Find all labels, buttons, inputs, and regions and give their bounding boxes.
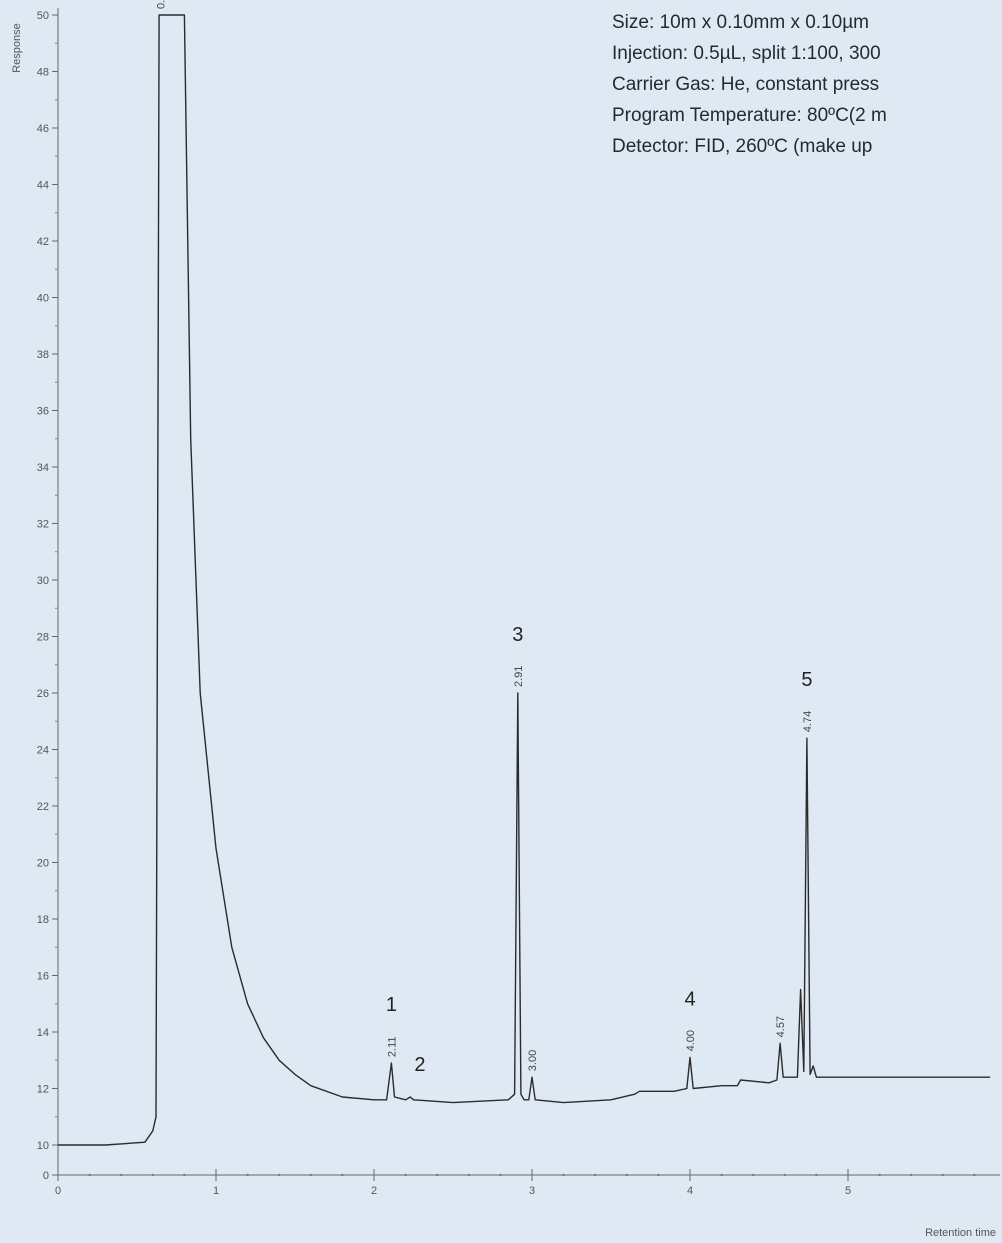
condition-size: Size: 10m x 0.10mm x 0.10µm (612, 12, 869, 33)
peak-number: 5 (801, 669, 812, 691)
x-minor-tick (973, 1173, 976, 1177)
x-tick-label: 5 (845, 1185, 851, 1197)
y-tick-label: 48 (37, 67, 49, 79)
peak-number: 4 (684, 988, 695, 1010)
x-minor-tick (625, 1173, 628, 1177)
peak-rt-label: 4.74 (802, 711, 814, 732)
peak-rt-label: 4.00 (685, 1030, 697, 1051)
x-minor-tick (120, 1173, 123, 1177)
y-tick-label: 38 (37, 349, 49, 361)
peak-number: 3 (512, 624, 523, 646)
y-tick-label: 0 (43, 1170, 49, 1182)
x-minor-tick (404, 1173, 407, 1177)
y-tick-label: 24 (37, 745, 49, 757)
y-tick-label: 12 (37, 1084, 49, 1096)
y-tick-label: 42 (37, 236, 49, 248)
peak-rt-label: 3.00 (527, 1050, 539, 1071)
peak-rt-label: 4.57 (775, 1016, 787, 1037)
y-axis-title: Response (11, 23, 23, 73)
x-minor-tick (341, 1173, 344, 1177)
y-tick-label: 50 (37, 10, 49, 22)
x-axis-title: Retention time (925, 1227, 996, 1239)
y-tick-label: 46 (37, 123, 49, 135)
y-tick-label: 16 (37, 971, 49, 983)
x-tick-label: 0 (55, 1185, 61, 1197)
y-tick-label: 28 (37, 632, 49, 644)
y-tick-label: 14 (37, 1027, 49, 1039)
x-tick-label: 1 (213, 1185, 219, 1197)
x-minor-tick (562, 1173, 565, 1177)
condition-detector: Detector: FID, 260ºC (make up (612, 136, 873, 157)
chromatogram-trace (58, 14, 991, 1146)
condition-injection: Injection: 0.5µL, split 1:100, 300 (612, 43, 881, 64)
x-minor-tick (278, 1173, 281, 1177)
x-minor-tick (783, 1173, 786, 1177)
x-minor-tick (878, 1173, 881, 1177)
peak-number: 2 (414, 1054, 425, 1076)
x-minor-tick (594, 1173, 597, 1177)
y-tick-label: 36 (37, 406, 49, 418)
y-tick-label: 22 (37, 801, 49, 813)
y-tick-label: 34 (37, 462, 49, 474)
condition-program-temperature: Program Temperature: 80ºC(2 m (612, 105, 887, 126)
y-tick-label: 44 (37, 180, 49, 192)
y-tick-label: 26 (37, 688, 49, 700)
condition-carrier-gas: Carrier Gas: He, constant press (612, 74, 880, 95)
peak-rt-label: 2.11 (386, 1036, 398, 1057)
x-minor-tick (88, 1173, 91, 1177)
x-minor-tick (941, 1173, 944, 1177)
x-minor-tick (246, 1173, 249, 1177)
x-minor-tick (720, 1173, 723, 1177)
x-minor-tick (467, 1173, 470, 1177)
x-minor-tick (815, 1173, 818, 1177)
x-tick-label: 4 (687, 1185, 693, 1197)
x-tick-label: 2 (371, 1185, 377, 1197)
x-minor-tick (183, 1173, 186, 1177)
y-tick-label: 30 (37, 575, 49, 587)
y-tick-label: 10 (37, 1140, 49, 1152)
x-minor-tick (436, 1173, 439, 1177)
y-tick-label: 18 (37, 914, 49, 926)
peak-number: 1 (386, 994, 397, 1016)
x-minor-tick (499, 1173, 502, 1177)
y-tick-label: 20 (37, 858, 49, 870)
x-minor-tick (309, 1173, 312, 1177)
peak-rt-label: 2.91 (513, 666, 525, 687)
x-minor-tick (657, 1173, 660, 1177)
y-tick-label: 40 (37, 293, 49, 305)
y-tick-label: 32 (37, 519, 49, 531)
x-tick-label: 3 (529, 1185, 535, 1197)
x-minor-tick (910, 1173, 913, 1177)
x-minor-tick (151, 1173, 154, 1177)
peak-rt-label: 0.67 (156, 0, 168, 9)
x-minor-tick (752, 1173, 755, 1177)
